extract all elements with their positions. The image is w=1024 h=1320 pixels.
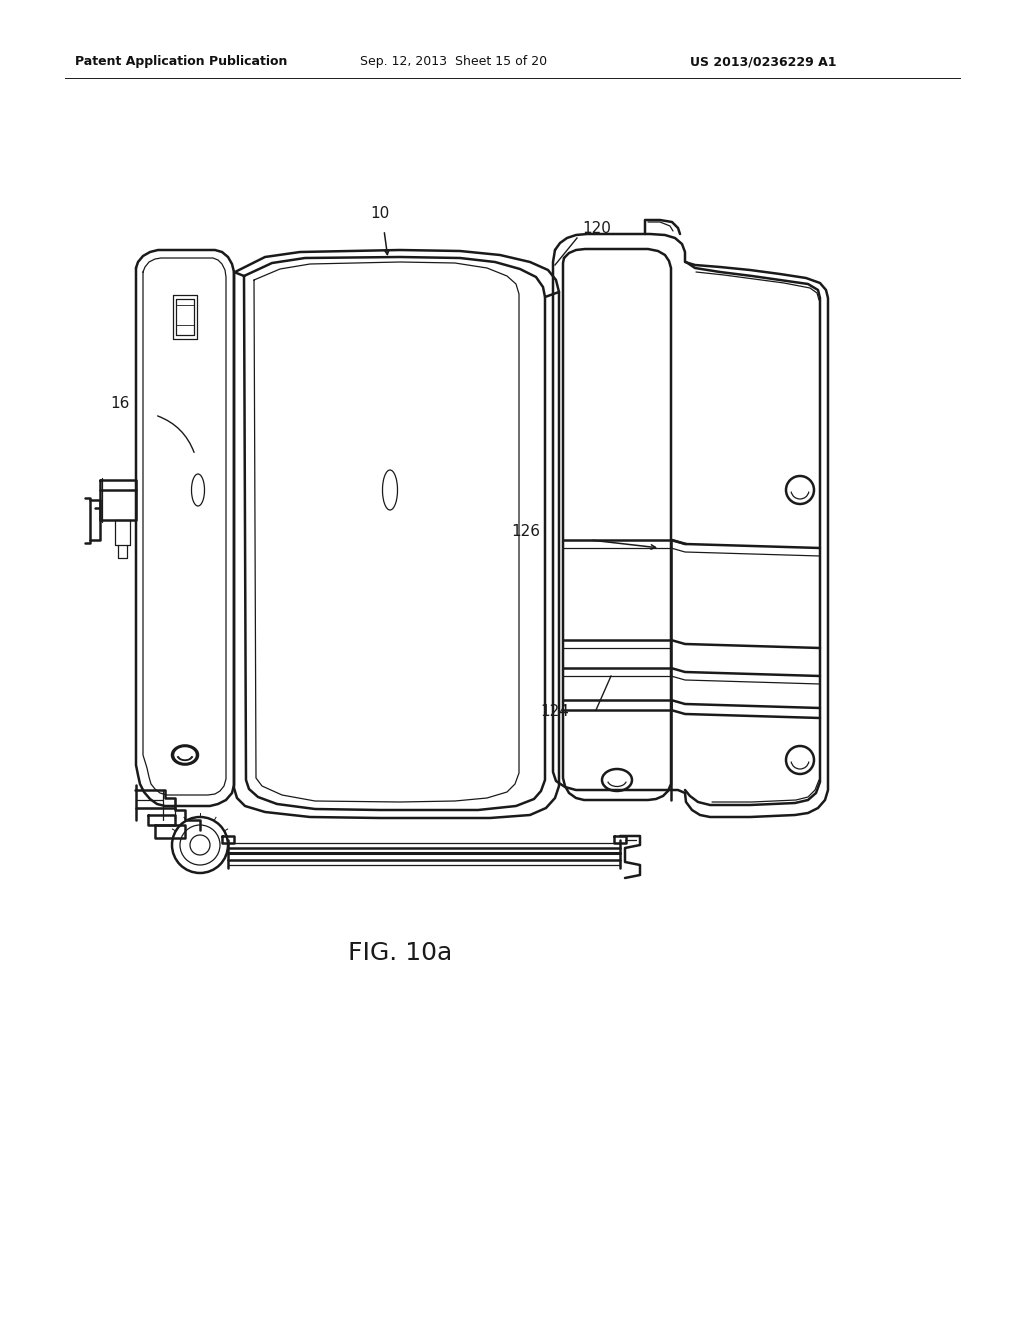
Text: 10: 10 bbox=[371, 206, 389, 220]
Text: 16: 16 bbox=[111, 396, 130, 411]
Text: 120: 120 bbox=[582, 220, 611, 236]
Text: FIG. 10a: FIG. 10a bbox=[348, 941, 453, 965]
Text: US 2013/0236229 A1: US 2013/0236229 A1 bbox=[690, 55, 837, 69]
Text: Patent Application Publication: Patent Application Publication bbox=[75, 55, 288, 69]
Text: 124: 124 bbox=[540, 704, 569, 719]
Text: Sep. 12, 2013  Sheet 15 of 20: Sep. 12, 2013 Sheet 15 of 20 bbox=[360, 55, 547, 69]
Text: 126: 126 bbox=[511, 524, 540, 539]
